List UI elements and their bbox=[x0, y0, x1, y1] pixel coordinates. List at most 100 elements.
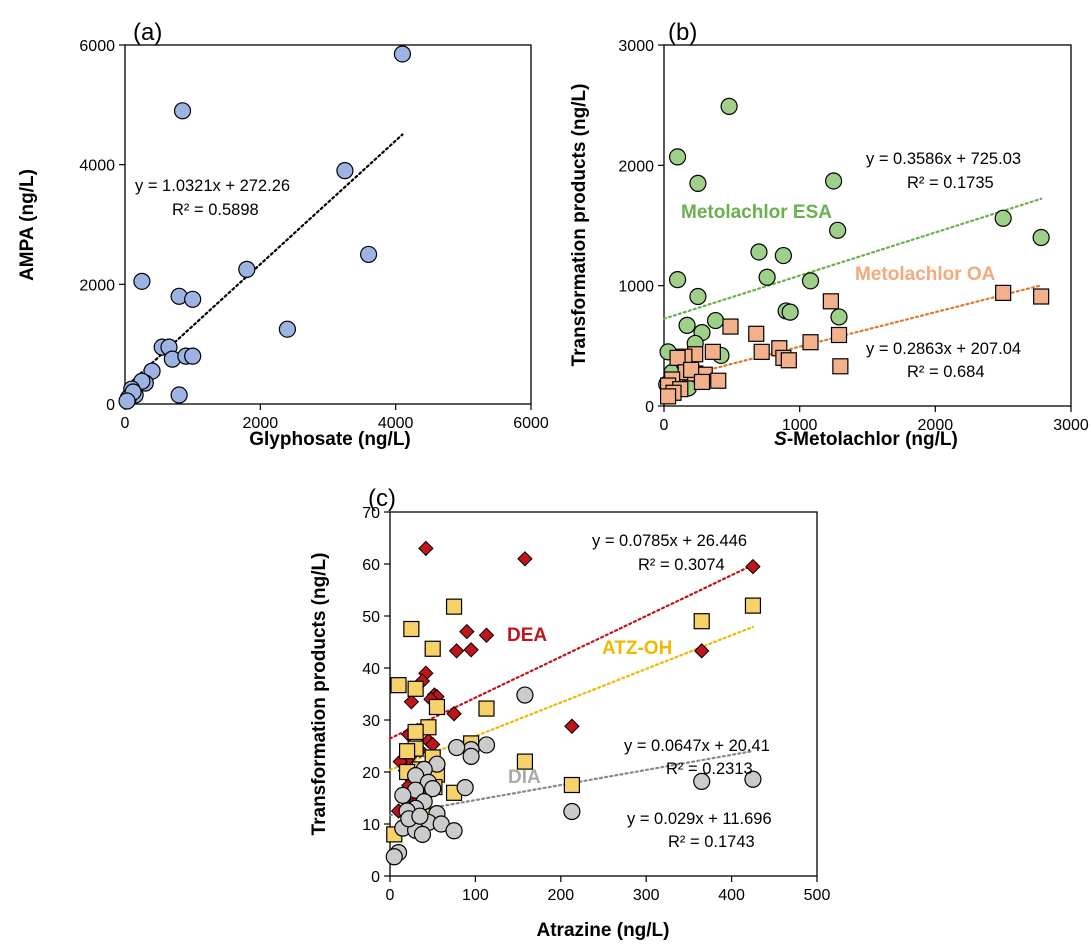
data-point bbox=[133, 272, 151, 290]
data-point bbox=[748, 325, 765, 342]
data-point bbox=[802, 334, 819, 351]
y-tick-label: 20 bbox=[362, 765, 380, 782]
y-axis-label: Transformation products (ng/L) bbox=[309, 553, 330, 836]
x-tick-label: 6000 bbox=[513, 415, 549, 432]
r-squared: R² = 0.684 bbox=[907, 363, 985, 381]
data-point bbox=[693, 373, 711, 391]
data-point bbox=[995, 284, 1012, 301]
data-point bbox=[832, 358, 849, 375]
trendline-0 bbox=[388, 563, 755, 740]
series-label: Metolachlor OA bbox=[855, 264, 996, 285]
plot-frame bbox=[124, 44, 532, 405]
data-point bbox=[336, 162, 354, 180]
data-point bbox=[678, 316, 696, 334]
data-point bbox=[1033, 288, 1050, 305]
data-point bbox=[448, 643, 465, 659]
data-point bbox=[994, 209, 1012, 227]
data-point bbox=[184, 290, 202, 308]
x-tick-label: 1000 bbox=[782, 417, 818, 434]
data-point bbox=[411, 807, 429, 825]
data-point bbox=[459, 623, 475, 640]
series-1 bbox=[659, 284, 1050, 405]
y-tick-label: 0 bbox=[106, 397, 115, 414]
data-point bbox=[445, 822, 463, 840]
data-point bbox=[360, 245, 378, 264]
x-tick-label: 0 bbox=[386, 887, 395, 904]
panel-label: (a) bbox=[133, 19, 162, 46]
trend-equation: y = 0.0785x + 26.446 bbox=[592, 532, 747, 550]
data-point bbox=[668, 271, 687, 289]
data-point bbox=[693, 772, 711, 790]
data-point bbox=[563, 802, 581, 821]
series-0 bbox=[118, 45, 412, 410]
data-point bbox=[463, 642, 479, 658]
trendline-0 bbox=[662, 197, 1043, 320]
r-squared: R² = 0.1735 bbox=[907, 174, 994, 192]
y-tick-label: 10 bbox=[362, 817, 380, 834]
data-point bbox=[829, 221, 847, 239]
data-point bbox=[407, 723, 424, 741]
x-tick-label: 3000 bbox=[1053, 417, 1089, 434]
data-point bbox=[758, 268, 776, 286]
data-point bbox=[669, 349, 686, 366]
series-label: ATZ-OH bbox=[602, 638, 672, 659]
x-tick-label: 200 bbox=[547, 887, 574, 904]
r-squared: R² = 0.1743 bbox=[668, 833, 755, 851]
data-point bbox=[722, 318, 739, 335]
data-point bbox=[446, 706, 462, 722]
data-point bbox=[693, 613, 710, 630]
r-squared: R² = 0.2313 bbox=[666, 760, 753, 778]
y-tick-label: 2000 bbox=[79, 277, 115, 294]
data-point bbox=[830, 326, 848, 344]
data-point bbox=[774, 246, 792, 265]
data-point bbox=[1032, 228, 1050, 247]
data-point bbox=[517, 551, 533, 567]
data-point bbox=[683, 361, 700, 378]
data-point bbox=[462, 747, 480, 766]
series-label: DIA bbox=[508, 767, 541, 788]
x-tick-label: 500 bbox=[804, 887, 831, 904]
y-tick-label: 6000 bbox=[79, 38, 115, 55]
data-point bbox=[477, 736, 496, 754]
data-point bbox=[413, 825, 432, 844]
data-point bbox=[720, 97, 738, 115]
data-point bbox=[710, 372, 727, 389]
data-point bbox=[744, 597, 762, 614]
data-point bbox=[390, 677, 407, 694]
x-axis-label-rest: -Metolachlor (ng/L) bbox=[787, 429, 958, 450]
plot-frame bbox=[389, 511, 818, 877]
trend-equation: y = 0.0647x + 20.41 bbox=[624, 737, 770, 755]
data-point bbox=[704, 343, 721, 360]
x-tick-label: 400 bbox=[718, 887, 745, 904]
r-squared: R² = 0.5898 bbox=[172, 201, 259, 219]
data-point bbox=[516, 753, 534, 770]
data-point bbox=[744, 770, 762, 788]
y-axis-label: AMPA (ng/L) bbox=[17, 169, 38, 281]
chart-panel-1: 0 1000 2000 3000 0 1000 2000 3000 (b) S-Metolachl… bbox=[569, 19, 1089, 450]
data-point bbox=[403, 694, 420, 710]
data-point bbox=[385, 848, 403, 866]
chart-panel-0: 0 2000 4000 6000 0 2000 4000 6000 (a) Glyphosate … bbox=[17, 19, 549, 450]
x-tick-label: 0 bbox=[121, 415, 130, 432]
data-point bbox=[394, 786, 412, 805]
data-point bbox=[824, 172, 843, 190]
x-axis-label-prefix: S bbox=[774, 429, 787, 450]
data-point bbox=[424, 780, 442, 798]
data-point bbox=[830, 308, 848, 326]
data-point bbox=[750, 243, 768, 261]
y-tick-label: 40 bbox=[362, 661, 380, 678]
data-point bbox=[478, 700, 495, 717]
chart-panel-2: 0 100 200 300 400 500 0 10 20 30 40 50 60 70(c) Atrazi… bbox=[309, 485, 830, 941]
y-tick-label: 0 bbox=[371, 869, 380, 886]
series-label: DEA bbox=[507, 625, 547, 646]
data-point bbox=[445, 598, 463, 615]
panel-label: (b) bbox=[668, 19, 697, 46]
data-point bbox=[694, 643, 710, 659]
y-tick-label: 70 bbox=[362, 505, 380, 522]
x-axis-label: Atrazine (ng/L) bbox=[537, 920, 670, 941]
trend-equation: y = 0.2863x + 207.04 bbox=[866, 340, 1021, 358]
trend-equation: y = 0.3586x + 725.03 bbox=[866, 150, 1021, 168]
data-point bbox=[118, 392, 136, 410]
data-point bbox=[801, 272, 820, 290]
